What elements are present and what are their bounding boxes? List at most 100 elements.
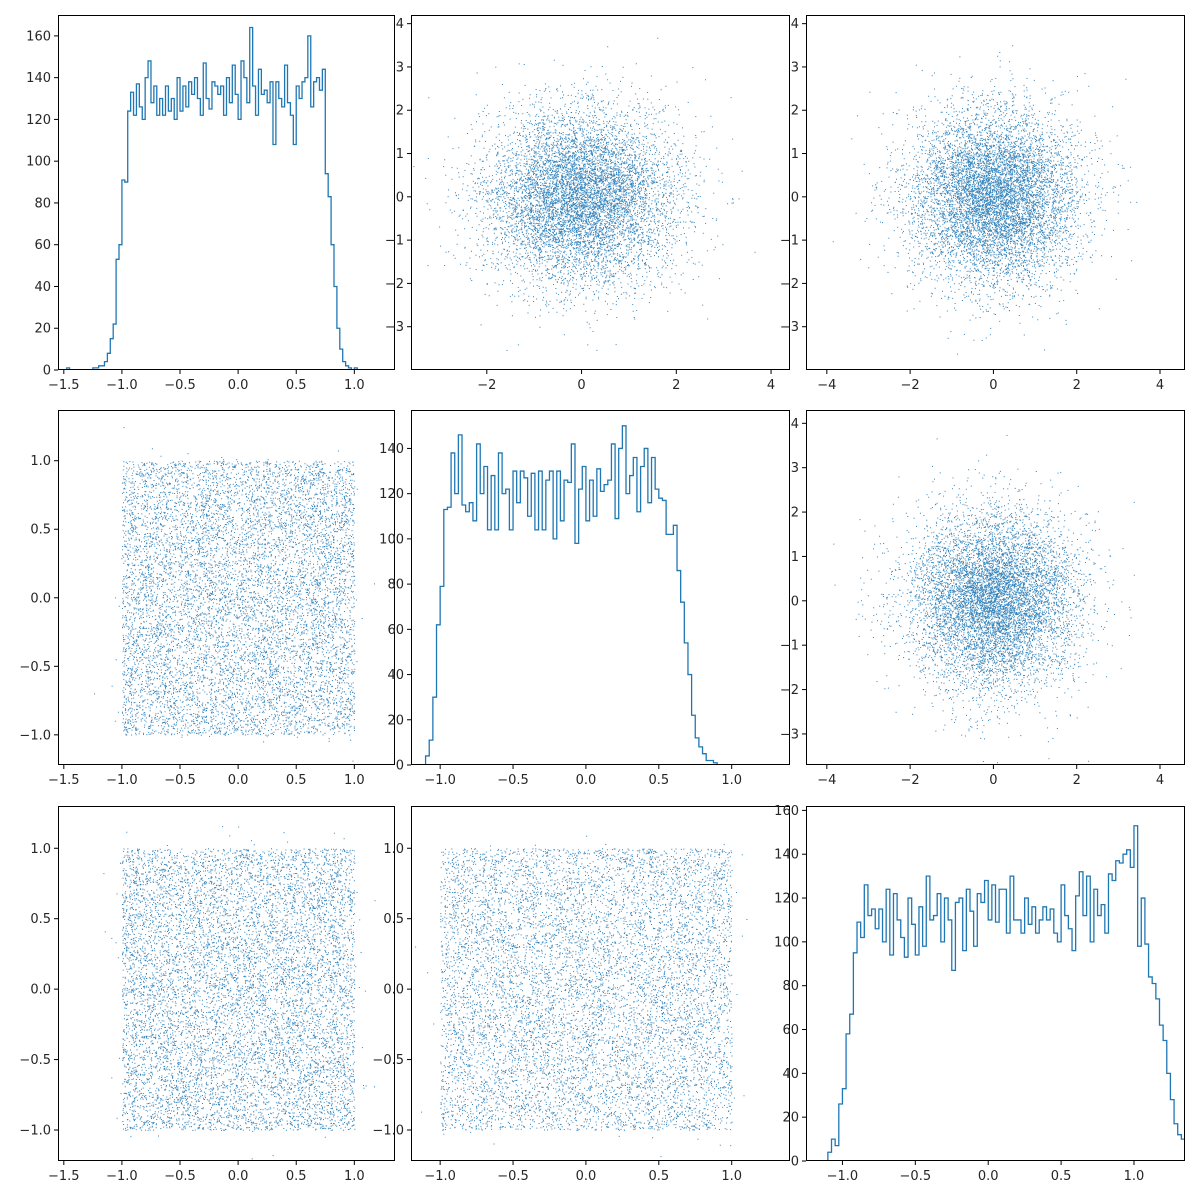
y-tick-label: 0	[791, 190, 799, 205]
y-tick-label: −2	[780, 277, 799, 292]
axes-frame	[411, 410, 790, 765]
subplot-r2-c1: −1.5 −1.0 −0.5 0.0 0.5 1.0 −1.0 −0.5 0.0 0.5 1.0	[19, 410, 395, 788]
x-tick-label: 1.0	[344, 773, 365, 788]
y-tick-label: 60	[782, 1023, 799, 1038]
x-tick-label: −0.5	[164, 378, 196, 393]
x-tick-label: 0.5	[286, 773, 307, 788]
y-tick-label: 160	[26, 29, 51, 44]
subplot-r1-c1: −1.5 −1.0 −0.5 0.0 0.5 1.0 0 20 40 60 80 100 120 140 1…	[26, 15, 395, 393]
y-tick-label: 1	[396, 147, 404, 162]
x-tick-label: 0.0	[978, 1169, 999, 1184]
y-tick-label: 1	[791, 147, 799, 162]
x-tick-label: 0.0	[228, 378, 249, 393]
y-tick-label: 120	[379, 487, 404, 502]
x-tick-label: 0	[989, 378, 997, 393]
y-tick-label: 20	[34, 322, 51, 337]
y-tick-label: 140	[774, 848, 799, 863]
y-tick-label: −2	[780, 683, 799, 698]
axes-frame	[58, 15, 395, 370]
histogram-step-line	[66, 26, 358, 370]
x-tick-label: −4	[817, 378, 836, 393]
scatter-points	[413, 37, 756, 351]
plot-area	[827, 825, 1185, 1161]
x-tick-label: −1.0	[424, 773, 456, 788]
y-tick-label: 120	[774, 892, 799, 907]
subplot-r2-c2: −1.0 −0.5 0.0 0.5 1.0 0 20 40 60 80 100 120 140	[379, 410, 790, 788]
x-tick-label: 1.0	[721, 1169, 742, 1184]
x-tick-label: 1.0	[344, 1169, 365, 1184]
y-tick-label: 1.0	[30, 842, 51, 857]
y-tick-label: −1.0	[372, 1124, 404, 1139]
y-tick-label: −3	[780, 320, 799, 335]
x-tick-label: 0.5	[286, 378, 307, 393]
y-tick-label: 120	[26, 113, 51, 128]
y-tick-label: −1.0	[19, 1124, 51, 1139]
axes-frame	[58, 410, 395, 765]
subplot-r1-c2: −2 0 2 4 −3 −2 −1 0 1 2 3 4	[385, 15, 790, 393]
y-tick-label: −2	[385, 277, 404, 292]
x-tick-label: 2	[1073, 378, 1081, 393]
plot-area	[415, 835, 748, 1158]
y-tick-label: 60	[387, 623, 404, 638]
plot-area	[413, 37, 756, 351]
x-tick-label: −0.5	[164, 1169, 196, 1184]
y-tick-label: 0.0	[30, 983, 51, 998]
y-tick-label: 4	[791, 17, 799, 32]
axes-frame	[58, 806, 395, 1161]
y-tick-label: 20	[387, 713, 404, 728]
histogram-step-line	[827, 825, 1185, 1161]
y-tick-label: 0.5	[383, 912, 404, 927]
y-tick-label: 160	[774, 804, 799, 819]
y-tick-label: 0	[43, 364, 51, 379]
y-tick-label: 0.0	[383, 983, 404, 998]
axes-frame	[411, 806, 790, 1161]
y-tick-label: 40	[34, 280, 51, 295]
x-tick-label: −2	[901, 378, 920, 393]
x-tick-label: −0.5	[497, 773, 529, 788]
x-tick-label: 2	[1073, 773, 1081, 788]
scatter-points	[94, 427, 375, 762]
scatter-points	[415, 835, 748, 1158]
x-tick-label: 0.5	[648, 1169, 669, 1184]
y-tick-label: −0.5	[19, 1053, 51, 1068]
y-tick-label: 1.0	[30, 454, 51, 469]
subplot-r3-c1: −1.5 −1.0 −0.5 0.0 0.5 1.0 −1.0 −0.5 0.0 0.5 1.0	[19, 806, 395, 1184]
y-tick-label: 40	[782, 1067, 799, 1082]
x-tick-label: −1.5	[48, 773, 80, 788]
y-tick-label: 3	[791, 60, 799, 75]
subplot-r1-c3: −4 −2 0 2 4 −3 −2 −1 0 1 2 3 4	[780, 15, 1185, 393]
y-tick-label: 100	[774, 935, 799, 950]
scatter-points	[103, 826, 376, 1160]
x-tick-label: −1.0	[106, 378, 138, 393]
y-tick-label: 0.5	[30, 523, 51, 538]
y-tick-label: −1	[780, 234, 799, 249]
y-tick-label: 1.0	[383, 842, 404, 857]
x-tick-label: 4	[767, 378, 775, 393]
y-tick-label: 2	[791, 506, 799, 521]
x-tick-label: 0.0	[576, 1169, 597, 1184]
x-tick-label: 2	[672, 378, 680, 393]
y-tick-label: 0	[791, 1155, 799, 1170]
x-tick-label: −0.5	[900, 1169, 932, 1184]
scatter-points	[832, 45, 1138, 355]
axes-frame	[411, 15, 790, 370]
x-tick-label: −1.5	[48, 1169, 80, 1184]
y-tick-label: 20	[782, 1111, 799, 1126]
y-tick-label: −1	[780, 639, 799, 654]
y-tick-label: −3	[780, 727, 799, 742]
x-tick-label: 1.0	[1124, 1169, 1145, 1184]
y-tick-label: 40	[387, 668, 404, 683]
y-tick-label: 2	[396, 104, 404, 119]
y-tick-label: 3	[791, 461, 799, 476]
y-tick-label: 4	[396, 17, 404, 32]
y-tick-label: −0.5	[19, 660, 51, 675]
y-tick-label: 140	[379, 442, 404, 457]
plot-area	[103, 826, 376, 1160]
y-tick-label: −1.0	[19, 728, 51, 743]
x-tick-label: 0.5	[1051, 1169, 1072, 1184]
x-tick-label: 0	[577, 378, 585, 393]
x-tick-label: 0.0	[228, 1169, 249, 1184]
y-tick-label: 80	[34, 196, 51, 211]
x-tick-label: 1.0	[721, 773, 742, 788]
